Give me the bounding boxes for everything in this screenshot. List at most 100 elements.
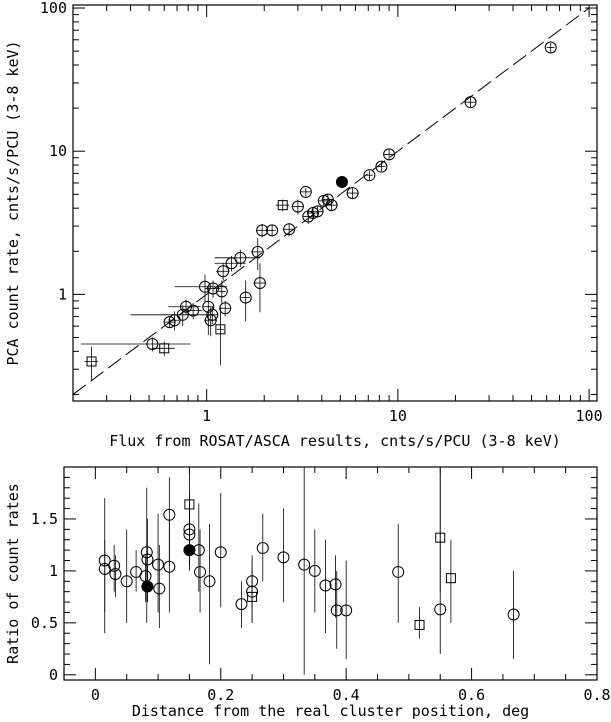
top-point-circle — [253, 277, 266, 290]
top-point-circle — [266, 224, 279, 237]
bottom-markers — [98, 499, 520, 630]
top-point-circle — [234, 251, 247, 264]
top-point-square — [159, 343, 170, 354]
bottom-x-tick-label: 0.8 — [583, 686, 610, 704]
top-axis-ticks: 1 10 100 1 10 100 — [40, 0, 603, 425]
bottom-point-circle — [256, 542, 269, 555]
top-point-circle — [215, 285, 228, 298]
bottom-point-filled — [183, 544, 196, 557]
bottom-y-tick-label: 0.5 — [31, 614, 58, 632]
top-point-circle — [202, 300, 215, 313]
bottom-point-circle — [141, 553, 154, 566]
top-point-circle — [251, 245, 264, 258]
top-point-circle — [383, 148, 396, 161]
top-point-circle — [207, 282, 220, 295]
bottom-point-circle — [163, 508, 176, 521]
top-point-circle — [219, 302, 232, 315]
bottom-point-circle — [109, 568, 122, 581]
top-x-tick-label: 1 — [202, 407, 211, 425]
top-point-circle — [146, 338, 159, 351]
bottom-point-square — [184, 499, 195, 510]
top-point-circle — [283, 223, 296, 236]
bottom-point-circle — [153, 582, 166, 595]
top-scatter-panel: 1 10 100 1 10 100 Flux from ROSAT/ASCA result… — [4, 0, 603, 450]
bottom-ratio-panel: 0 0.2 0.4 0.6 0.8 0 0.5 1 1.5 Distance from the … — [4, 466, 611, 720]
bottom-point-circle — [319, 579, 332, 592]
top-y-tick-label: 10 — [49, 142, 67, 160]
bottom-point-circle — [98, 562, 111, 575]
top-x-tick-label: 100 — [576, 407, 603, 425]
bottom-point-square — [247, 591, 258, 602]
bottom-point-circle — [277, 551, 290, 564]
top-point-circle — [176, 308, 189, 321]
bottom-plot-frame — [63, 466, 598, 681]
top-error-bars — [80, 42, 555, 381]
top-point-square — [215, 324, 226, 335]
top-y-tick-label: 100 — [40, 0, 67, 17]
top-point-circle — [291, 200, 304, 213]
bottom-point-circle — [235, 598, 248, 611]
top-point-filled — [335, 175, 348, 188]
top-plot-frame — [72, 4, 598, 402]
bottom-point-circle — [246, 575, 259, 588]
top-point-circle — [180, 300, 193, 313]
bottom-point-circle — [308, 564, 321, 577]
top-x-tick-label: 10 — [389, 407, 407, 425]
bottom-point-circle — [152, 558, 165, 571]
bottom-point-circle — [392, 565, 405, 578]
bottom-point-circle — [203, 575, 216, 588]
bottom-point-circle — [214, 546, 227, 559]
bottom-point-circle — [192, 544, 205, 557]
top-point-circle — [544, 41, 557, 54]
bottom-y-tick-label: 1 — [49, 562, 58, 580]
bottom-y-tick-label: 0 — [49, 666, 58, 684]
bottom-axis-ticks: 0 0.2 0.4 0.6 0.8 0 0.5 1 1.5 — [31, 467, 611, 704]
bottom-point-circle — [434, 603, 447, 616]
bottom-point-circle — [246, 585, 259, 598]
top-point-circle — [206, 308, 219, 321]
top-point-square — [86, 356, 97, 367]
bottom-point-square — [435, 532, 446, 543]
top-y-tick-label: 1 — [58, 285, 67, 303]
top-point-circle — [311, 205, 324, 218]
top-point-circle — [256, 224, 269, 237]
top-point-circle — [163, 316, 176, 329]
top-point-circle — [346, 187, 359, 200]
bottom-y-axis-label: Ratio of count rates — [4, 483, 22, 664]
top-point-circle — [363, 169, 376, 182]
bottom-x-tick-label: 0.6 — [458, 686, 485, 704]
top-point-circle — [204, 314, 217, 327]
top-point-circle — [198, 280, 211, 293]
bottom-x-tick-label: 0.2 — [207, 686, 234, 704]
top-point-circle — [217, 265, 230, 278]
top-x-axis-label: Flux from ROSAT/ASCA results, cnts/s/PCU… — [109, 432, 561, 450]
bottom-point-circle — [98, 554, 111, 567]
bottom-point-circle — [140, 546, 153, 559]
top-point-circle — [187, 304, 200, 317]
bottom-point-circle — [183, 523, 196, 536]
top-point-circle — [375, 160, 388, 173]
top-markers — [86, 41, 557, 367]
top-point-circle — [299, 185, 312, 198]
top-point-circle — [168, 314, 181, 327]
bottom-point-circle — [329, 578, 342, 591]
bottom-x-tick-label: 0 — [91, 686, 100, 704]
bottom-point-filled — [141, 580, 154, 593]
bottom-x-axis-label: Distance from the real cluster position,… — [132, 702, 529, 720]
bottom-point-circle — [108, 559, 121, 572]
bottom-point-circle — [507, 608, 520, 621]
top-point-square — [277, 200, 288, 211]
bottom-x-tick-label: 0.4 — [333, 686, 360, 704]
bottom-point-circle — [340, 604, 353, 617]
bottom-point-circle — [298, 558, 311, 571]
top-y-axis-label: PCA count rate, cnts/s/PCU (3-8 keV) — [4, 40, 22, 365]
bottom-point-circle — [330, 604, 343, 617]
bottom-point-circle — [194, 565, 207, 578]
top-point-circle — [239, 291, 252, 304]
bottom-point-square — [445, 573, 456, 584]
top-point-circle — [225, 257, 238, 270]
unity-reference-line — [72, 7, 590, 395]
bottom-point-square — [414, 619, 425, 630]
bottom-point-circle — [183, 528, 196, 541]
